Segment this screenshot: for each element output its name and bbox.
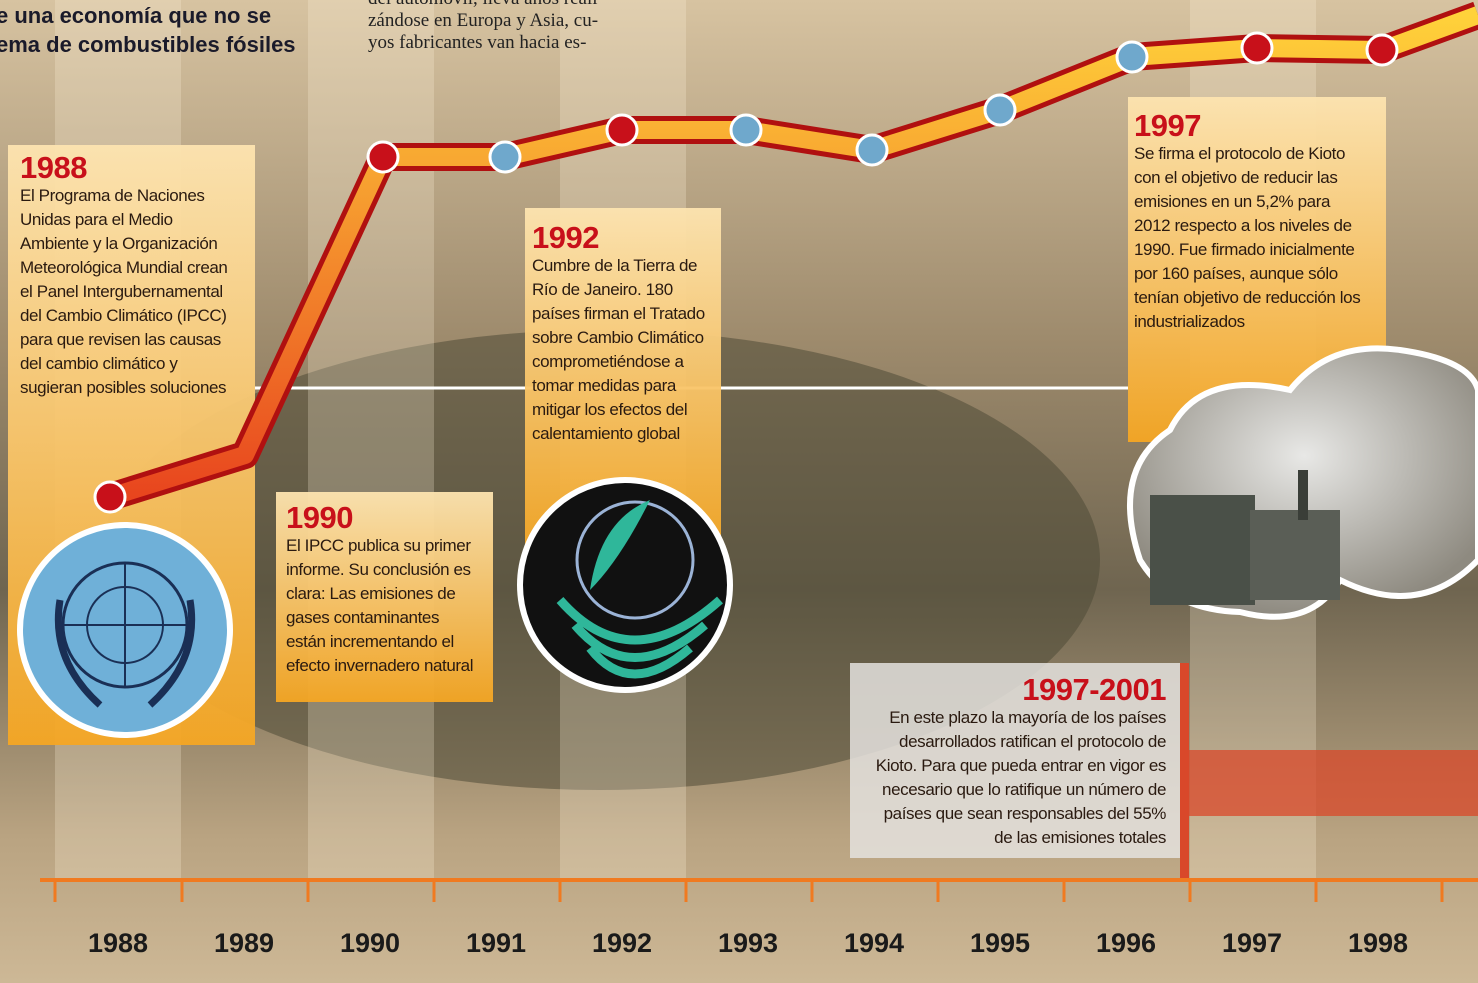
axis-year: 1990 — [307, 928, 433, 959]
event-text: El Programa de Naciones — [20, 184, 247, 208]
axis-year: 1994 — [811, 928, 937, 959]
event-text: sobre Cambio Climático — [532, 326, 712, 350]
header-line: e una economía que no se — [0, 2, 271, 30]
event-text: efecto invernadero natural — [286, 654, 485, 678]
event-text: informe. Su conclusión es — [286, 558, 485, 582]
event-year: 1992 — [532, 222, 712, 254]
event-text: Kioto. Para que pueda entrar en vigor es — [858, 754, 1166, 778]
article-line: yos fabricantes van hacia es- — [368, 32, 586, 54]
event-text: países que sean responsables del 55% — [858, 802, 1166, 826]
axis-year: 1997 — [1189, 928, 1315, 959]
un-emblem — [20, 525, 230, 735]
event-text: Unidas para el Medio — [20, 208, 247, 232]
ratification-band — [1182, 750, 1478, 816]
event-text: necesario que lo ratifique un número de — [858, 778, 1166, 802]
infographic: e una economía que no seema de combustib… — [0, 0, 1478, 983]
event-text: para que revisen las causas — [20, 328, 247, 352]
axis-year: 1988 — [55, 928, 181, 959]
event-text: comprometiéndose a — [532, 350, 712, 374]
article-line: zándose en Europa y Asia, cu- — [368, 10, 598, 32]
event-text: En este plazo la mayoría de los países — [858, 706, 1166, 730]
event-text: Se firma el protocolo de Kioto — [1134, 142, 1378, 166]
axis-year: 1998 — [1315, 928, 1441, 959]
event-text: 2012 respecto a los niveles de — [1134, 214, 1378, 238]
event-text: sugieran posibles soluciones — [20, 376, 247, 400]
event-text: Cumbre de la Tierra de — [532, 254, 712, 278]
event-text: calentamiento global — [532, 422, 712, 446]
article-line: del automóvil, lleva años reali- — [368, 0, 604, 10]
event-text: tenían objetivo de reducción los — [1134, 286, 1378, 310]
event-text: el Panel Intergubernamental — [20, 280, 247, 304]
axis-year: 1989 — [181, 928, 307, 959]
event-text: mitigar los efectos del — [532, 398, 712, 422]
event-text: del cambio climático y — [20, 352, 247, 376]
event-text: por 160 países, aunque sólo — [1134, 262, 1378, 286]
event-text: gases contaminantes — [286, 606, 485, 630]
event-text: industrializados — [1134, 310, 1378, 334]
event-text: Ambiente y la Organización — [20, 232, 247, 256]
event-year: 1997-2001 — [858, 674, 1166, 706]
event-text: con el objetivo de reducir las — [1134, 166, 1378, 190]
event-text: de las emisiones totales — [858, 826, 1166, 850]
axis-year: 1995 — [937, 928, 1063, 959]
event-text: clara: Las emisiones de — [286, 582, 485, 606]
event-text: 1990. Fue firmado inicialmente — [1134, 238, 1378, 262]
event-text: emisiones en un 5,2% para — [1134, 190, 1378, 214]
event-year: 1990 — [286, 502, 485, 534]
event-text: desarrollados ratifican el protocolo de — [858, 730, 1166, 754]
event-text: del Cambio Climático (IPCC) — [20, 304, 247, 328]
event-text: países firman el Tratado — [532, 302, 712, 326]
event-text: tomar medidas para — [532, 374, 712, 398]
event-text: Meteorológica Mundial crean — [20, 256, 247, 280]
axis-year: 1 — [1441, 928, 1478, 959]
header-line: ema de combustibles fósiles — [0, 31, 296, 59]
ratification-bar — [1180, 663, 1189, 880]
axis-year: 1991 — [433, 928, 559, 959]
event-year: 1997 — [1134, 110, 1378, 142]
event-year: 1988 — [20, 152, 247, 184]
event-text: El IPCC publica su primer — [286, 534, 485, 558]
earth-summit-logo — [520, 480, 730, 690]
event-text: están incrementando el — [286, 630, 485, 654]
event-text: Río de Janeiro. 180 — [532, 278, 712, 302]
axis-year: 1996 — [1063, 928, 1189, 959]
axis-year: 1993 — [685, 928, 811, 959]
axis-year: 1992 — [559, 928, 685, 959]
